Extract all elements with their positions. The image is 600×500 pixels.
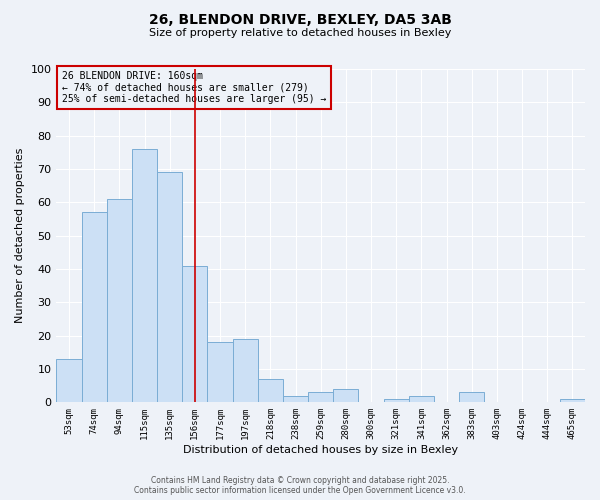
Bar (560, 399, 585, 402)
Bar (409, 396, 434, 402)
Bar (283, 396, 308, 402)
Text: Contains HM Land Registry data © Crown copyright and database right 2025.
Contai: Contains HM Land Registry data © Crown c… (134, 476, 466, 495)
Bar (56, 359, 82, 403)
Text: 26, BLENDON DRIVE, BEXLEY, DA5 3AB: 26, BLENDON DRIVE, BEXLEY, DA5 3AB (149, 12, 451, 26)
Text: Size of property relative to detached houses in Bexley: Size of property relative to detached ho… (149, 28, 451, 38)
Bar (208, 342, 233, 402)
Bar (383, 399, 409, 402)
Bar (157, 172, 182, 402)
Bar (459, 392, 484, 402)
Bar (107, 199, 132, 402)
Bar (308, 392, 333, 402)
Text: 26 BLENDON DRIVE: 160sqm
← 74% of detached houses are smaller (279)
25% of semi-: 26 BLENDON DRIVE: 160sqm ← 74% of detach… (62, 70, 326, 104)
Bar (258, 379, 283, 402)
Bar (82, 212, 107, 402)
Bar (132, 149, 157, 403)
Bar (182, 266, 208, 402)
Y-axis label: Number of detached properties: Number of detached properties (15, 148, 25, 324)
Bar (233, 339, 258, 402)
Bar (333, 389, 358, 402)
X-axis label: Distribution of detached houses by size in Bexley: Distribution of detached houses by size … (183, 445, 458, 455)
